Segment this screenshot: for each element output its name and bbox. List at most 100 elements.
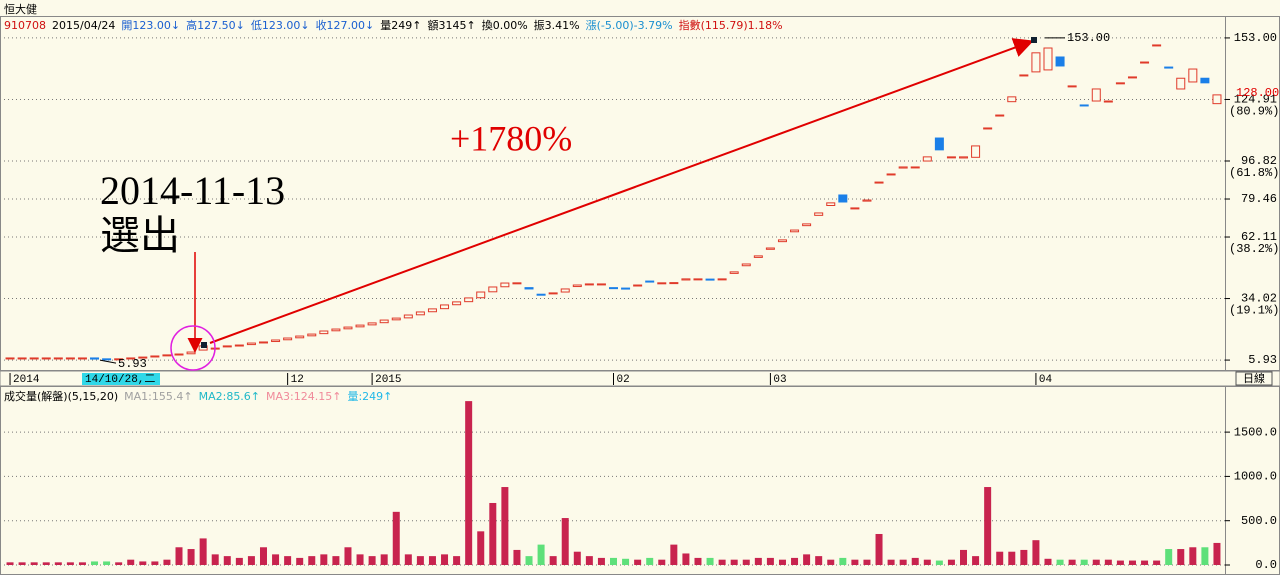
candle-up: [777, 239, 787, 243]
volume-bar: [91, 561, 99, 565]
candle-up: [1019, 74, 1029, 77]
pick-marker: [201, 342, 207, 348]
volume-bar: [1141, 560, 1149, 565]
volume-bar: [103, 561, 111, 565]
x-tick-label: 02: [617, 374, 630, 386]
volume-legend-item: 量:249↑: [347, 390, 393, 403]
y-tick-label: 1500.0: [1234, 425, 1277, 439]
candle-up: [307, 333, 317, 337]
volume-bar: [404, 554, 412, 565]
quote-field: 2015/04/24: [52, 19, 116, 32]
x-tick-label: 12: [291, 374, 304, 386]
volume-bar: [1165, 549, 1173, 565]
candle-up: [77, 357, 87, 360]
volume-bar: [54, 562, 62, 565]
candle-up: [765, 247, 775, 250]
candle-down: [609, 287, 618, 290]
volume-bar: [839, 557, 847, 565]
volume-bar: [1092, 559, 1100, 565]
volume-bar: [935, 560, 943, 565]
candle-up: [367, 322, 377, 326]
volume-bar: [573, 551, 581, 565]
candle-up: [452, 301, 462, 306]
y-tick-label: 1000.0: [1234, 470, 1277, 484]
candle-up: [1127, 76, 1137, 79]
x-tick-label: 03: [773, 374, 786, 386]
volume-bar: [42, 562, 50, 565]
candle-up: [331, 328, 341, 332]
candle-up: [319, 330, 329, 335]
low-label: 5.93: [118, 357, 147, 371]
volume-bar: [742, 559, 750, 565]
candle-down: [645, 280, 655, 283]
volume-panel: [0, 386, 1280, 575]
volume-bar: [972, 556, 980, 565]
volume-bar: [453, 556, 461, 565]
candle-down: [1200, 77, 1210, 84]
volume-bar: [778, 559, 786, 565]
volume-bar: [1153, 560, 1161, 565]
candle-up: [572, 284, 582, 288]
candle-up: [500, 282, 510, 288]
volume-bar: [6, 562, 14, 565]
volume-bar: [1032, 540, 1040, 565]
volume-bar: [1213, 542, 1221, 565]
candle-up: [850, 207, 860, 210]
candle-up: [126, 357, 136, 360]
candle-up: [1176, 77, 1186, 90]
candle-up: [162, 354, 172, 357]
volume-bar: [428, 556, 436, 565]
candle-up: [271, 339, 281, 343]
fib-label: (38.2%): [1229, 242, 1279, 256]
volume-bar: [78, 562, 86, 565]
candle-up: [17, 357, 27, 360]
volume-bar: [332, 556, 340, 565]
candle-down: [536, 293, 546, 296]
quote-field: 910708: [4, 19, 46, 32]
quote-field: 低123.00↓: [250, 19, 310, 32]
low-leader: [99, 359, 117, 364]
volume-bar: [622, 558, 630, 565]
volume-bar: [1080, 559, 1088, 565]
candle-up: [1067, 85, 1077, 88]
cursor-label: 14/10/28,二: [85, 374, 155, 386]
pick-date: 2014-11-13: [100, 168, 285, 213]
volume-bar: [947, 559, 955, 565]
candle-up: [741, 263, 751, 267]
fib-label: (61.8%): [1229, 166, 1279, 180]
volume-bar: [66, 562, 74, 565]
volume-bar: [199, 538, 207, 565]
candle-up: [886, 173, 896, 176]
candle-up: [802, 223, 812, 227]
volume-bar: [513, 549, 521, 565]
volume-bar: [1008, 551, 1016, 565]
volume-bar: [1068, 559, 1076, 565]
candle-down: [1164, 66, 1174, 69]
candle-up: [403, 314, 413, 319]
volume-bar: [1177, 549, 1185, 565]
pick-note: 選出: [100, 213, 180, 258]
y-tick-label: 34.02: [1241, 292, 1277, 306]
candle-up: [114, 358, 124, 361]
volume-bar: [441, 554, 449, 565]
fib-label: (80.9%): [1229, 105, 1279, 119]
candle-up: [1103, 100, 1113, 103]
candle-down: [838, 194, 848, 203]
gain-arrow: [209, 38, 1034, 344]
volume-bar: [1020, 549, 1028, 565]
candle-up: [898, 166, 908, 169]
volume-bar: [1201, 547, 1209, 565]
candle-up: [814, 212, 824, 216]
candle-up: [790, 229, 800, 233]
candle-up: [983, 127, 993, 130]
volume-bar: [501, 487, 509, 565]
volume-bar: [272, 554, 280, 565]
volume-bar: [115, 562, 123, 565]
quote-field: 指數(115.79)1.18%: [678, 19, 783, 32]
volume-bar: [585, 556, 593, 565]
candle-up: [596, 283, 606, 286]
volume-bar: [320, 554, 328, 565]
candle-up: [1007, 96, 1017, 103]
x-tick-label: 04: [1039, 374, 1053, 386]
volume-bar: [670, 544, 678, 565]
